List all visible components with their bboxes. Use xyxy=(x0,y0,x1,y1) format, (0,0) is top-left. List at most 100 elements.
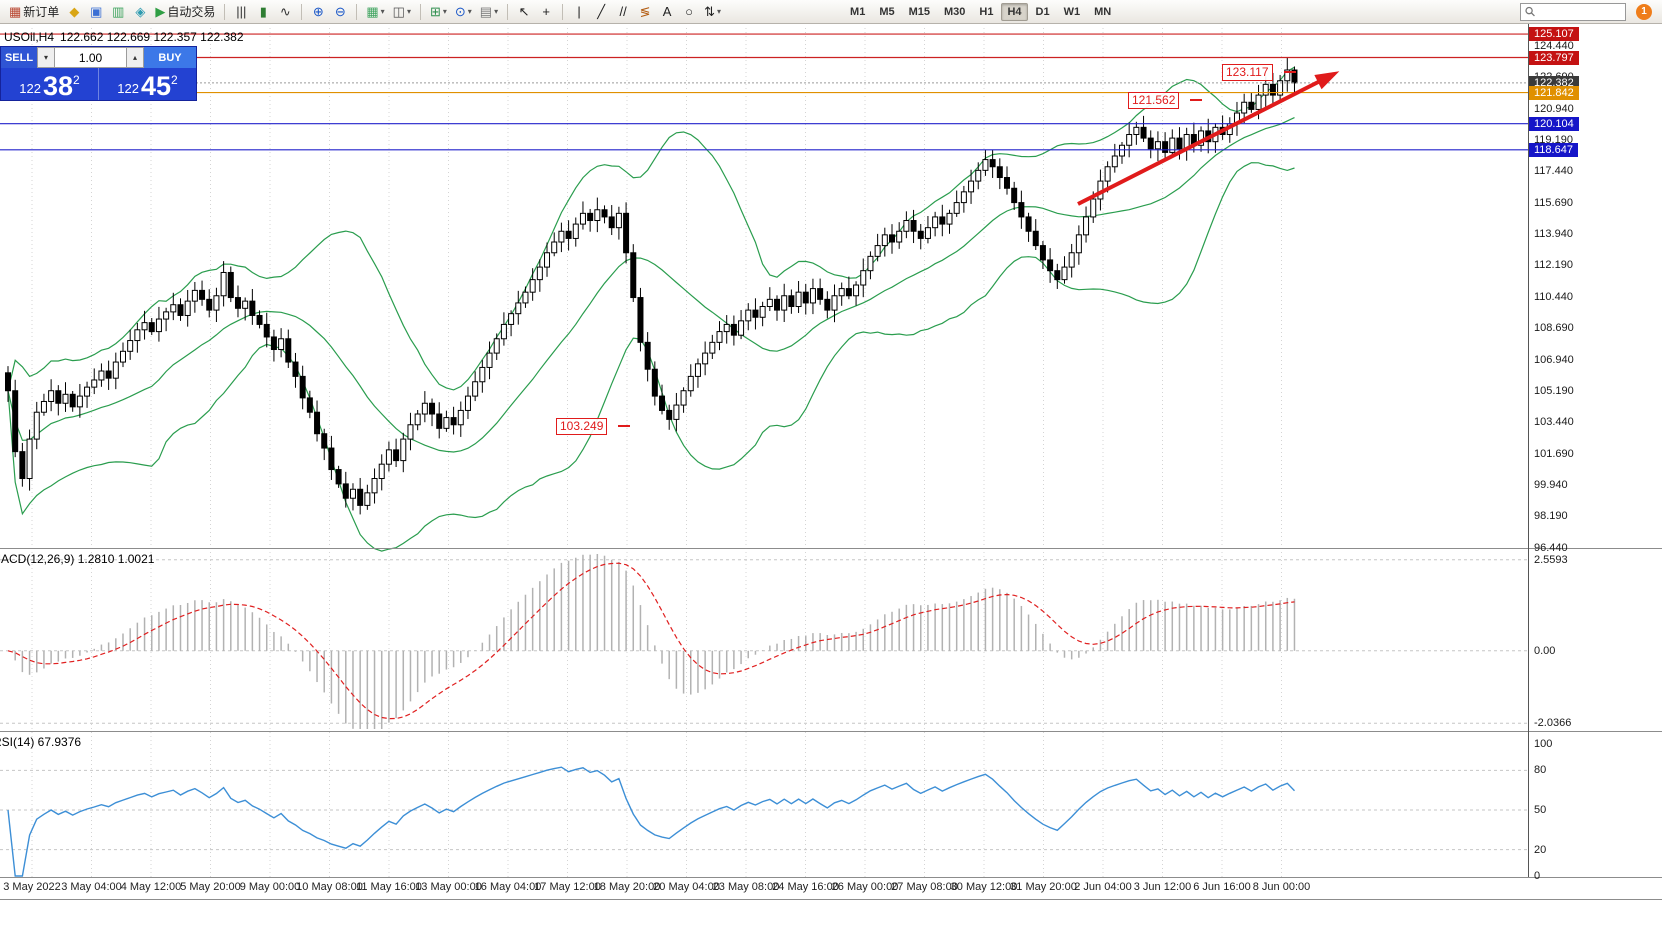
market-watch-button[interactable]: ◆ xyxy=(64,2,84,22)
zoom-in-button[interactable]: ⊕ xyxy=(308,2,328,22)
toolbar-separator xyxy=(419,3,421,20)
period-button[interactable]: ⊙ ▾ xyxy=(452,2,475,22)
chevron-down-icon: ▾ xyxy=(467,7,472,16)
new-order-icon: ▦ xyxy=(9,4,22,19)
price-axis-label: 103.440 xyxy=(1534,416,1574,429)
buy-price[interactable]: 122 45 2 xyxy=(98,68,196,100)
timeframe-d1[interactable]: D1 xyxy=(1035,5,1050,18)
toolbar-chart-tools: ||| ▮ ∿ ⊕ ⊖ ▦ ▾ ◫ ▾ ⊞ ▾ ⊙ ▾ ▤ ▾ ↖ + | ╱//≶ A ○ ⇅ ▾ xyxy=(231,2,724,22)
macd-indicator-label: MACD(12,26,9) 1.2810 1.0021 xyxy=(0,552,155,566)
timeframe-h1[interactable]: H1 xyxy=(979,5,994,18)
time-axis-label: 3 May 04:00 xyxy=(61,881,122,893)
timeframe-w1[interactable]: W1 xyxy=(1063,5,1081,18)
templates-icon: ▤ xyxy=(479,4,493,19)
toolbar-separator xyxy=(301,3,303,20)
volume-input[interactable]: 1.00 xyxy=(55,47,126,68)
time-axis-label: 23 May 08:00 xyxy=(712,881,780,893)
new-chart-button[interactable]: ▦ ▾ xyxy=(363,2,387,22)
volume-dropdown-caret[interactable]: ▾ xyxy=(37,47,55,68)
navigator-button[interactable]: ▣ xyxy=(86,2,106,22)
strategy-tester-button[interactable]: ◈ xyxy=(130,2,150,22)
sell-price-prefix: 122 xyxy=(19,81,41,96)
time-axis-label: 27 May 08:00 xyxy=(891,881,958,893)
timeframe-mn[interactable]: MN xyxy=(1094,5,1112,18)
trendline-icon: ╱ xyxy=(597,4,606,19)
quote-ohlc: 122.662 122.669 122.357 122.382 xyxy=(60,30,244,44)
time-axis-label: 4 May 12:00 xyxy=(120,881,182,893)
time-axis-label: 26 May 00:00 xyxy=(831,881,899,893)
templates-button[interactable]: ▤ ▾ xyxy=(477,2,501,22)
toolbar: ▦ 新订单 ◆ ▣ ▥ ◈ ▶ 自动交易 ||| ▮ ∿ ⊕ ⊖ ▦ ▾ ◫ ▾ ⊞ ▾ ⊙ ▾ ▤ ▾ ↖ + | ╱ /… xyxy=(0,0,1662,24)
time-axis-label: 30 May 12:00 xyxy=(950,881,1018,893)
terminal-button[interactable]: ▥ xyxy=(108,2,128,22)
strategy-tester-icon: ◈ xyxy=(135,4,146,19)
new-chart-icon: ▦ xyxy=(366,4,379,19)
timeframe-h4[interactable]: H4 xyxy=(1001,2,1028,21)
auto-trading-button[interactable]: ▶ 自动交易 xyxy=(152,2,218,22)
fibonacci-button[interactable]: ≶ xyxy=(635,2,655,22)
buy-price-sup: 2 xyxy=(171,73,178,87)
macd-scale-label: 0.00 xyxy=(1534,644,1556,657)
auto-trading-label: 自动交易 xyxy=(167,5,216,19)
search-input[interactable] xyxy=(1539,5,1621,18)
period-icon: ⊙ xyxy=(454,4,466,19)
buy-button[interactable]: BUY xyxy=(144,47,196,68)
price-tag-121.842: 121.842 xyxy=(1529,85,1579,100)
cursor-icon: ↖ xyxy=(518,4,530,19)
time-axis-label: 6 Jun 16:00 xyxy=(1193,881,1251,893)
new-order-button[interactable]: ▦ 新订单 xyxy=(6,2,62,22)
volume-spin-up[interactable]: ▴ xyxy=(126,47,144,68)
price-axis-label: 106.940 xyxy=(1534,353,1574,366)
timeframe-m1[interactable]: M1 xyxy=(850,5,866,18)
price-axis-label: 115.690 xyxy=(1534,196,1573,209)
time-axis-label: 18 May 20:00 xyxy=(593,881,661,893)
time-axis-label: 11 May 16:00 xyxy=(356,881,422,893)
sell-button[interactable]: SELL xyxy=(1,47,37,68)
timeframe-m15[interactable]: M15 xyxy=(908,5,930,18)
time-axis-label: 20 May 04:00 xyxy=(653,881,720,893)
price-axis-label: 96.440 xyxy=(1534,541,1568,554)
one-click-trade-panel: SELL ▾ 1.00 ▴ BUY 122 38 2 122 45 2 xyxy=(0,46,197,101)
timeframe-m30[interactable]: M30 xyxy=(944,5,966,18)
channel-button[interactable]: // xyxy=(613,2,633,22)
rsi-indicator-label: RSI(14) 67.9376 xyxy=(0,735,82,749)
time-axis-label: 5 May 20:00 xyxy=(180,881,241,893)
timeframe-m5[interactable]: M5 xyxy=(879,5,895,18)
profiles-button[interactable]: ◫ ▾ xyxy=(390,2,414,22)
line-chart-button[interactable]: ∿ xyxy=(275,2,295,22)
terminal-icon: ▥ xyxy=(112,4,125,19)
toolbar-separator xyxy=(562,3,564,20)
crosshair-button[interactable]: + xyxy=(536,2,556,22)
arrows-icon: ⇅ xyxy=(704,4,716,19)
zoom-out-button[interactable]: ⊖ xyxy=(330,2,350,22)
toolbar-separator xyxy=(507,3,509,20)
candlestick-button[interactable]: ▮ xyxy=(253,2,273,22)
cursor-button[interactable]: ↖ xyxy=(514,2,534,22)
shapes-button[interactable]: ○ xyxy=(679,2,699,22)
notification-badge[interactable]: 1 xyxy=(1636,3,1652,20)
indicators-button[interactable]: ⊞ ▾ xyxy=(427,2,450,22)
price-axis-label: 112.190 xyxy=(1534,259,1573,272)
text-icon: A xyxy=(662,4,672,19)
time-axis-label: 31 May 20:00 xyxy=(1010,881,1077,893)
time-axis-label: 3 Jun 12:00 xyxy=(1133,881,1192,893)
time-axis-label: 13 May 00:00 xyxy=(415,881,482,893)
new-order-label: 新订单 xyxy=(23,5,60,19)
vertical-line-button[interactable]: | xyxy=(569,2,589,22)
candlestick-icon: ▮ xyxy=(259,4,267,19)
trendline-button[interactable]: ╱ xyxy=(591,2,611,22)
search-icon xyxy=(1525,6,1535,17)
sell-price[interactable]: 122 38 2 xyxy=(1,68,98,100)
text-button[interactable]: A xyxy=(657,2,677,22)
price-axis-label: 113.940 xyxy=(1534,228,1573,241)
search-box[interactable] xyxy=(1520,2,1626,21)
buy-price-prefix: 122 xyxy=(117,81,139,96)
arrows-button[interactable]: ⇅ ▾ xyxy=(701,2,724,22)
price-tag-123.797: 123.797 xyxy=(1529,50,1579,65)
bar-chart-icon: ||| xyxy=(236,4,247,19)
price-tag-120.104: 120.104 xyxy=(1529,116,1579,131)
bar-chart-button[interactable]: ||| xyxy=(231,2,251,22)
toolbar-separator xyxy=(224,3,226,20)
price-axis-label: 99.940 xyxy=(1534,478,1568,491)
